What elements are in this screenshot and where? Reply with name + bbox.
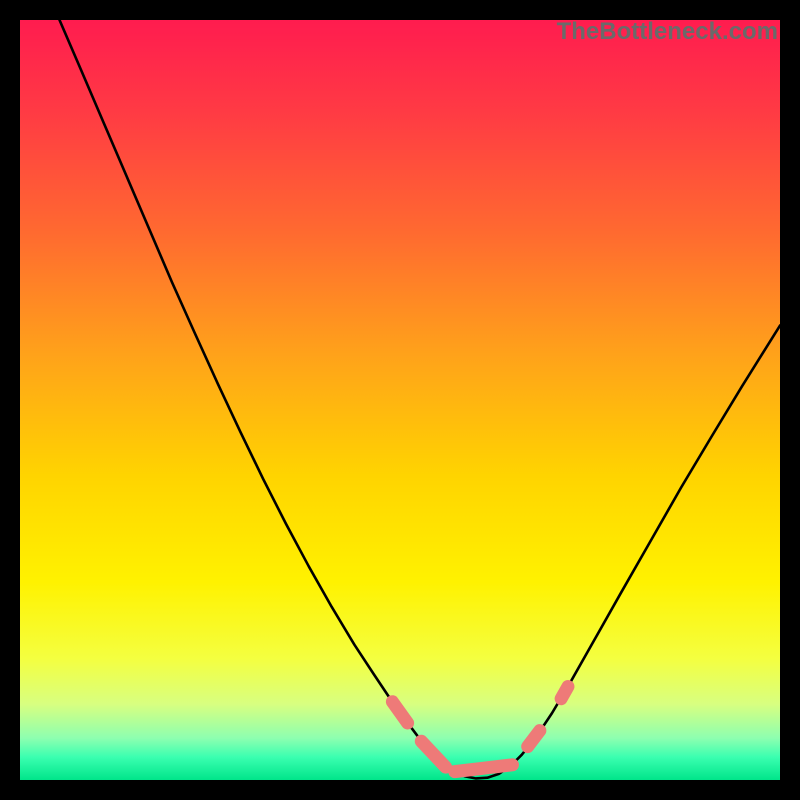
- chart-container: TheBottleneck.com: [0, 0, 800, 800]
- watermark-text: TheBottleneck.com: [557, 18, 778, 46]
- plot-svg: [20, 20, 780, 780]
- highlight-dash: [455, 765, 513, 772]
- plot-area: [20, 20, 780, 780]
- gradient-background: [20, 20, 780, 780]
- highlight-dash: [561, 687, 568, 699]
